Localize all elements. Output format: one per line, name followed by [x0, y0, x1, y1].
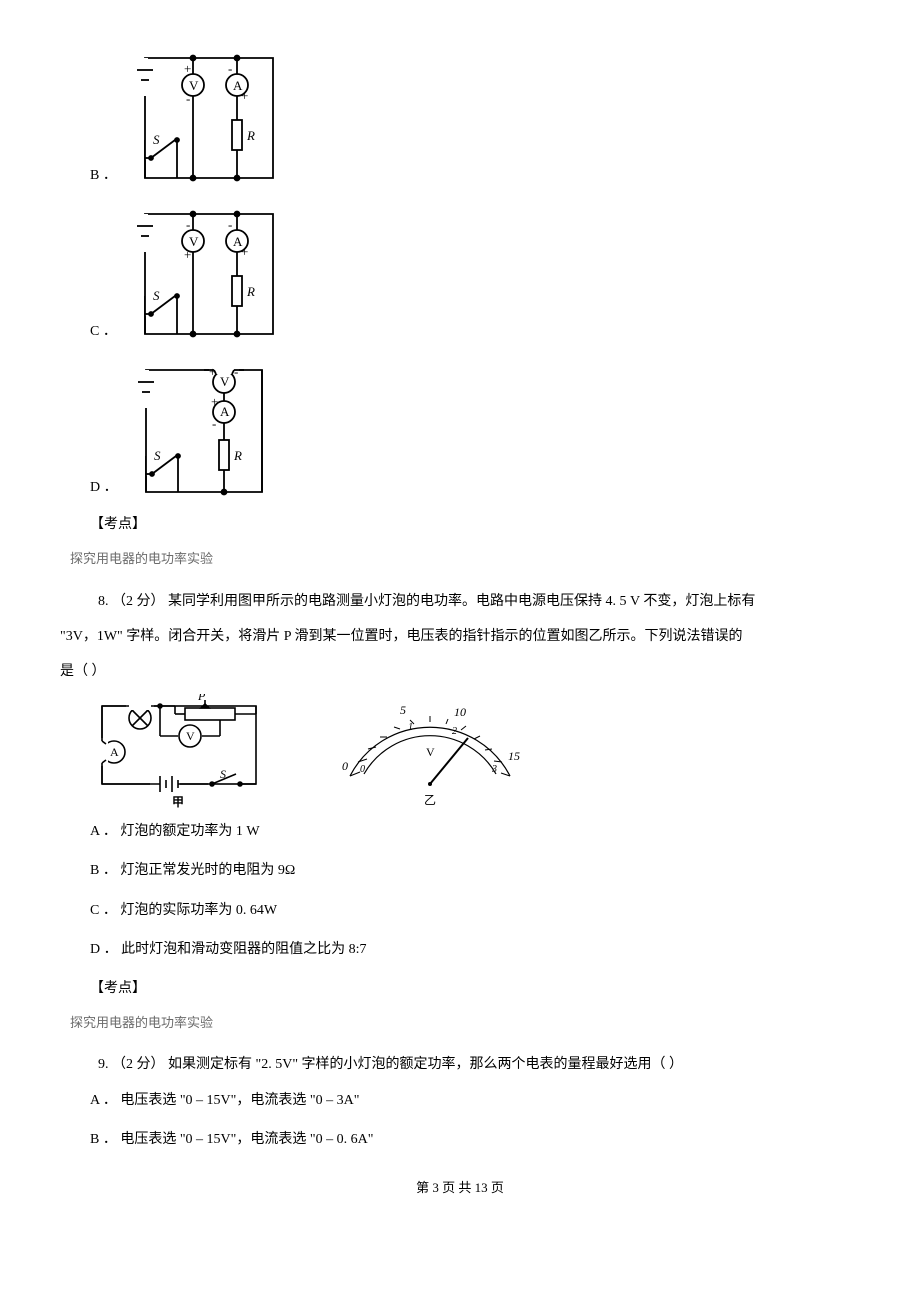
svg-text:S: S: [153, 132, 160, 147]
q8-option-d: D ． 此时灯泡和滑动变阻器的阻值之比为 8:7: [90, 937, 890, 962]
svg-text:P: P: [197, 694, 206, 703]
svg-text:S: S: [153, 288, 160, 303]
svg-text:V: V: [220, 374, 230, 389]
q9-option-b: B ． 电压表选 "0 – 15V"，电流表选 "0 – 0. 6A": [90, 1127, 890, 1152]
svg-text:R: R: [233, 448, 242, 463]
svg-text:S: S: [220, 767, 226, 781]
svg-text:2: 2: [452, 726, 457, 737]
q8-circuit-jia: A V P S 甲: [90, 694, 270, 809]
circuit-d-diagram: V A + - + - S R: [134, 352, 287, 500]
svg-text:V: V: [189, 78, 199, 93]
svg-text:-: -: [212, 416, 216, 431]
svg-text:-: -: [228, 217, 232, 232]
svg-text:V: V: [426, 745, 435, 759]
page-footer: 第 3 页 共 13 页: [30, 1176, 890, 1199]
svg-text:10: 10: [454, 705, 466, 719]
q8-stem-line3: 是（ ）: [60, 659, 860, 684]
svg-text:A: A: [220, 404, 230, 419]
q9-option-a: A ． 电压表选 "0 – 15V"，电流表选 "0 – 3A": [90, 1088, 890, 1113]
svg-text:3: 3: [491, 764, 497, 775]
svg-text:+: +: [241, 244, 248, 259]
topic-link-1: 探究用电器的电功率实验: [70, 547, 890, 570]
option-b-label: B ．: [90, 163, 117, 188]
option-c-row: C ． V A: [30, 196, 890, 344]
svg-text:-: -: [228, 61, 232, 76]
svg-text:R: R: [246, 128, 255, 143]
option-d-label: D ．: [90, 475, 118, 500]
svg-text:甲: 甲: [172, 795, 184, 809]
svg-text:+: +: [211, 394, 218, 409]
svg-text:15: 15: [508, 749, 520, 763]
svg-text:+: +: [184, 247, 191, 262]
svg-text:0: 0: [360, 764, 365, 775]
q8-figures: A V P S 甲 0 5 10 15 0 1 2: [90, 694, 890, 809]
exam-point-1: 【考点】: [90, 512, 890, 537]
svg-text:S: S: [154, 448, 161, 463]
option-c-label: C ．: [90, 319, 117, 344]
q8-option-b: B ． 灯泡正常发光时的电阻为 9Ω: [90, 858, 890, 883]
exam-point-2: 【考点】: [90, 976, 890, 1001]
option-b-row: B ．: [30, 40, 890, 188]
svg-text:R: R: [246, 284, 255, 299]
svg-text:V: V: [186, 729, 195, 743]
svg-text:+: +: [241, 88, 248, 103]
svg-text:乙: 乙: [424, 793, 436, 807]
svg-text:1: 1: [408, 722, 413, 733]
svg-text:0: 0: [342, 759, 348, 773]
circuit-c-diagram: V A - + - + S R: [133, 196, 286, 344]
q8-stem-line1: 8. （2 分） 某同学利用图甲所示的电路测量小灯泡的电功率。电路中电源电压保持…: [70, 589, 860, 614]
topic-link-2: 探究用电器的电功率实验: [70, 1011, 890, 1034]
svg-text:-: -: [186, 217, 190, 232]
option-d-row: D ．: [30, 352, 890, 500]
q8-option-c: C ． 灯泡的实际功率为 0. 64W: [90, 898, 890, 923]
svg-text:A: A: [110, 745, 119, 759]
svg-text:-: -: [234, 364, 238, 379]
svg-text:5: 5: [400, 703, 406, 717]
svg-text:+: +: [184, 61, 191, 76]
circuit-b-diagram: V A + - - + S R: [133, 40, 286, 188]
q9-stem: 9. （2 分） 如果测定标有 "2. 5V" 字样的小灯泡的额定功率，那么两个…: [70, 1052, 860, 1077]
svg-text:+: +: [209, 364, 216, 379]
svg-text:-: -: [186, 91, 190, 106]
q8-voltmeter-yi: 0 5 10 15 0 1 2 3 V 乙: [330, 694, 530, 809]
q8-option-a: A ． 灯泡的额定功率为 1 W: [90, 819, 890, 844]
q8-stem-line2: "3V，1W" 字样。闭合开关，将滑片 P 滑到某一位置时，电压表的指针指示的位…: [60, 624, 860, 649]
